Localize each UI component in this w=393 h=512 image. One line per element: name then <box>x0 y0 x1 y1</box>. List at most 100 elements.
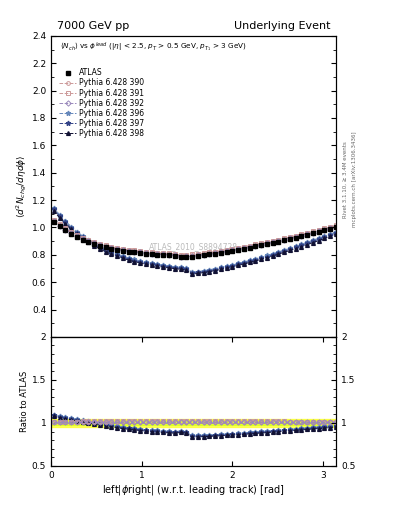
Pythia 6.428 398 <box>276 251 281 257</box>
Pythia 6.428 390 <box>51 217 56 223</box>
Pythia 6.428 396 <box>322 233 327 239</box>
Pythia 6.428 391 <box>316 227 321 233</box>
Pythia 6.428 390 <box>173 251 177 258</box>
Pythia 6.428 397 <box>247 259 252 265</box>
ATLAS <box>328 226 332 232</box>
Pythia 6.428 396 <box>293 243 298 249</box>
Pythia 6.428 390 <box>75 232 79 239</box>
Pythia 6.428 396 <box>282 247 286 253</box>
Pythia 6.428 398 <box>316 238 321 244</box>
Pythia 6.428 391 <box>167 250 171 257</box>
Pythia 6.428 391 <box>121 246 125 252</box>
Pythia 6.428 392 <box>247 244 252 250</box>
Pythia 6.428 391 <box>161 250 165 256</box>
Pythia 6.428 397 <box>103 247 108 253</box>
Pythia 6.428 398 <box>109 251 114 257</box>
Pythia 6.428 391 <box>207 249 212 255</box>
Pythia 6.428 397 <box>97 245 102 251</box>
ATLAS <box>86 239 91 245</box>
Pythia 6.428 396 <box>92 240 97 246</box>
Pythia 6.428 396 <box>253 255 258 262</box>
Pythia 6.428 390 <box>305 230 310 237</box>
ATLAS <box>69 231 73 237</box>
Pythia 6.428 392 <box>155 251 160 257</box>
Pythia 6.428 396 <box>299 241 304 247</box>
Pythia 6.428 391 <box>305 230 310 236</box>
Pythia 6.428 390 <box>293 233 298 239</box>
Pythia 6.428 390 <box>230 246 235 252</box>
Pythia 6.428 391 <box>259 240 263 246</box>
ATLAS <box>80 237 85 243</box>
Pythia 6.428 397 <box>121 254 125 260</box>
Y-axis label: Ratio to ATLAS: Ratio to ATLAS <box>20 371 29 432</box>
Pythia 6.428 397 <box>259 255 263 261</box>
Pythia 6.428 391 <box>230 246 235 252</box>
Pythia 6.428 392 <box>201 251 206 258</box>
Pythia 6.428 396 <box>57 211 62 218</box>
Pythia 6.428 391 <box>264 239 269 245</box>
ATLAS <box>184 254 189 260</box>
Pythia 6.428 397 <box>276 250 281 256</box>
Pythia 6.428 392 <box>328 225 332 231</box>
ATLAS <box>299 233 304 239</box>
Pythia 6.428 396 <box>219 264 223 270</box>
Text: mcplots.cern.ch [arXiv:1306.3436]: mcplots.cern.ch [arXiv:1306.3436] <box>352 132 357 227</box>
Pythia 6.428 391 <box>126 247 131 253</box>
Pythia 6.428 398 <box>97 246 102 252</box>
Pythia 6.428 390 <box>247 243 252 249</box>
Pythia 6.428 390 <box>288 234 292 241</box>
Pythia 6.428 391 <box>242 244 246 250</box>
Pythia 6.428 392 <box>207 251 212 257</box>
Pythia 6.428 390 <box>69 229 73 236</box>
Pythia 6.428 391 <box>51 217 56 223</box>
Pythia 6.428 396 <box>190 269 195 275</box>
Pythia 6.428 390 <box>236 245 241 251</box>
Pythia 6.428 397 <box>109 250 114 256</box>
Pythia 6.428 390 <box>282 236 286 242</box>
Pythia 6.428 397 <box>92 242 97 248</box>
Pythia 6.428 396 <box>259 254 263 260</box>
ATLAS <box>173 252 177 259</box>
Pythia 6.428 398 <box>184 267 189 273</box>
Pythia 6.428 398 <box>213 267 217 273</box>
Pythia 6.428 398 <box>264 254 269 261</box>
Pythia 6.428 398 <box>69 226 73 232</box>
Pythia 6.428 390 <box>57 222 62 228</box>
Pythia 6.428 390 <box>259 241 263 247</box>
ATLAS <box>247 245 252 251</box>
Pythia 6.428 391 <box>219 248 223 254</box>
Pythia 6.428 398 <box>253 258 258 264</box>
Text: 7000 GeV pp: 7000 GeV pp <box>57 22 129 31</box>
Pythia 6.428 397 <box>69 225 73 231</box>
ATLAS <box>282 237 286 243</box>
Pythia 6.428 397 <box>115 252 119 259</box>
Legend: ATLAS, Pythia 6.428 390, Pythia 6.428 391, Pythia 6.428 392, Pythia 6.428 396, P: ATLAS, Pythia 6.428 390, Pythia 6.428 39… <box>58 67 146 140</box>
Pythia 6.428 391 <box>184 252 189 258</box>
Pythia 6.428 390 <box>149 250 154 256</box>
ATLAS <box>138 250 143 256</box>
Pythia 6.428 398 <box>293 245 298 251</box>
Pythia 6.428 397 <box>132 258 137 264</box>
Pythia 6.428 392 <box>195 252 200 258</box>
Pythia 6.428 392 <box>213 250 217 256</box>
Pythia 6.428 396 <box>51 205 56 211</box>
Pythia 6.428 396 <box>184 265 189 271</box>
Pythia 6.428 398 <box>207 268 212 274</box>
Pythia 6.428 396 <box>230 262 235 268</box>
ATLAS <box>103 244 108 250</box>
Pythia 6.428 397 <box>138 259 143 265</box>
Pythia 6.428 391 <box>103 242 108 248</box>
Pythia 6.428 396 <box>247 258 252 264</box>
Pythia 6.428 391 <box>253 241 258 247</box>
Pythia 6.428 396 <box>80 233 85 239</box>
Pythia 6.428 390 <box>201 251 206 257</box>
Pythia 6.428 391 <box>97 241 102 247</box>
Pythia 6.428 396 <box>109 249 114 255</box>
Pythia 6.428 398 <box>219 266 223 272</box>
ATLAS <box>75 234 79 240</box>
ATLAS <box>322 227 327 233</box>
Pythia 6.428 390 <box>86 238 91 244</box>
ATLAS <box>305 232 310 238</box>
Pythia 6.428 392 <box>259 242 263 248</box>
Pythia 6.428 396 <box>195 268 200 274</box>
